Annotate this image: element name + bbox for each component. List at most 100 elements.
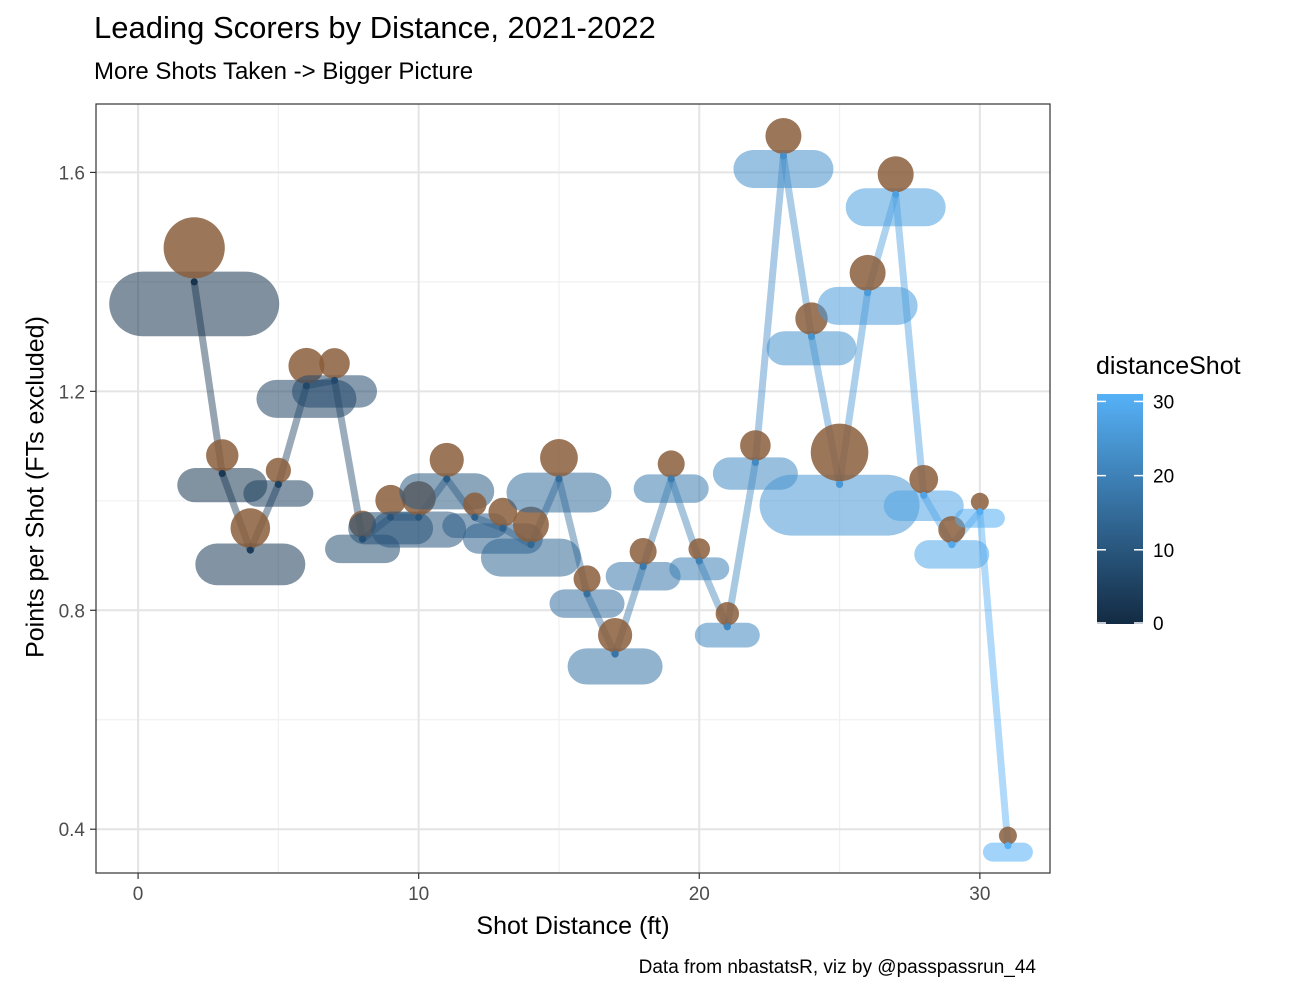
data-point-head — [909, 464, 939, 494]
data-point-body — [480, 538, 581, 577]
data-point-head — [319, 348, 350, 379]
data-point-body — [883, 490, 964, 521]
data-point-head — [540, 439, 578, 477]
plot-panel-border — [95, 103, 1051, 874]
data-point — [982, 826, 1033, 862]
data-point-head — [998, 826, 1017, 845]
data-point-body — [243, 480, 314, 507]
data-point-head — [657, 450, 685, 478]
data-point-body — [733, 149, 834, 188]
data-point-marker — [274, 480, 282, 488]
data-point-head — [715, 602, 740, 626]
data-point — [195, 508, 306, 586]
data-point-head — [849, 254, 886, 291]
data-point-head — [230, 508, 271, 548]
data-point-marker — [331, 376, 338, 384]
data-point-body — [633, 474, 709, 503]
data-point-marker — [471, 513, 479, 521]
data-point-body — [914, 540, 990, 569]
data-point — [669, 538, 730, 581]
chart-title: Leading Scorers by Distance, 2021-2022 — [94, 10, 656, 45]
data-point-body — [817, 286, 918, 325]
series-line-segment — [723, 459, 759, 631]
data-point-head — [265, 457, 291, 483]
data-point-head — [740, 430, 771, 461]
data-point-head — [765, 117, 802, 154]
data-point-marker — [864, 289, 872, 297]
data-point-marker — [527, 541, 535, 549]
legend-title: distanceShot — [1096, 352, 1241, 380]
data-point-marker — [583, 590, 591, 598]
x-tick-label: 10 — [408, 884, 429, 905]
y-tick-label: 0.4 — [59, 820, 86, 841]
y-tick-label: 1.2 — [59, 382, 85, 403]
data-point-body — [567, 648, 663, 685]
data-point-head — [629, 537, 657, 565]
x-tick-label: 20 — [689, 884, 710, 905]
data-point-marker — [836, 480, 844, 488]
data-point-head — [488, 497, 518, 527]
data-point-marker — [667, 475, 675, 483]
data-point — [292, 348, 377, 408]
data-point — [694, 602, 760, 648]
chart-subtitle: More Shots Taken -> Bigger Picture — [94, 58, 474, 85]
data-point-marker — [695, 557, 703, 565]
data-point — [759, 423, 920, 536]
data-point-marker — [779, 152, 787, 160]
data-point — [109, 217, 280, 337]
data-point-marker — [639, 562, 647, 570]
data-point — [567, 617, 663, 685]
data-point-body — [694, 622, 760, 648]
data-point-marker — [246, 546, 254, 554]
x-tick-label: 0 — [133, 884, 144, 905]
data-point-marker — [499, 524, 507, 532]
data-point-marker — [1004, 842, 1012, 850]
data-point-body — [506, 472, 612, 513]
data-point-body — [292, 375, 377, 408]
data-point — [883, 464, 964, 521]
series-line-segment — [892, 190, 928, 499]
data-point-head — [688, 538, 711, 560]
data-point-head — [573, 565, 601, 593]
legend-colorbar — [1097, 394, 1143, 624]
data-point — [243, 457, 314, 507]
data-point-head — [970, 492, 989, 511]
series-line-segment — [751, 152, 787, 467]
data-point-head — [512, 506, 549, 543]
legend-tick-label: 30 — [1153, 392, 1174, 413]
data-point-head — [429, 442, 464, 478]
data-point-marker — [415, 513, 423, 521]
series-line-segment — [976, 508, 1012, 850]
data-point-body — [845, 188, 946, 227]
data-point-marker — [892, 190, 900, 198]
data-point-head — [288, 347, 325, 384]
y-tick-label: 1.6 — [59, 163, 85, 184]
data-point-marker — [948, 541, 956, 549]
data-point — [605, 537, 681, 591]
data-point-body — [982, 842, 1033, 862]
data-point-body — [371, 511, 467, 548]
data-point-head — [877, 156, 914, 193]
legend-tick-label: 0 — [1153, 614, 1164, 635]
data-point — [954, 492, 1005, 528]
data-point-head — [163, 217, 225, 279]
data-point — [733, 117, 834, 188]
data-point — [817, 254, 918, 325]
data-point — [633, 450, 709, 503]
data-point-head — [206, 439, 239, 472]
data-point-body — [109, 271, 280, 337]
data-point-marker — [976, 508, 984, 516]
data-point-head — [597, 617, 633, 653]
data-point-marker — [723, 623, 731, 631]
data-point-body — [954, 508, 1005, 528]
legend-tick-label: 20 — [1153, 467, 1174, 488]
data-point-body — [669, 557, 730, 581]
x-axis-label: Shot Distance (ft) — [476, 912, 670, 940]
data-point-marker — [218, 469, 226, 477]
data-point-marker — [190, 278, 198, 286]
data-point-marker — [443, 475, 451, 483]
data-point-marker — [555, 475, 563, 483]
data-point-body — [549, 589, 625, 618]
data-point-body — [759, 474, 920, 536]
